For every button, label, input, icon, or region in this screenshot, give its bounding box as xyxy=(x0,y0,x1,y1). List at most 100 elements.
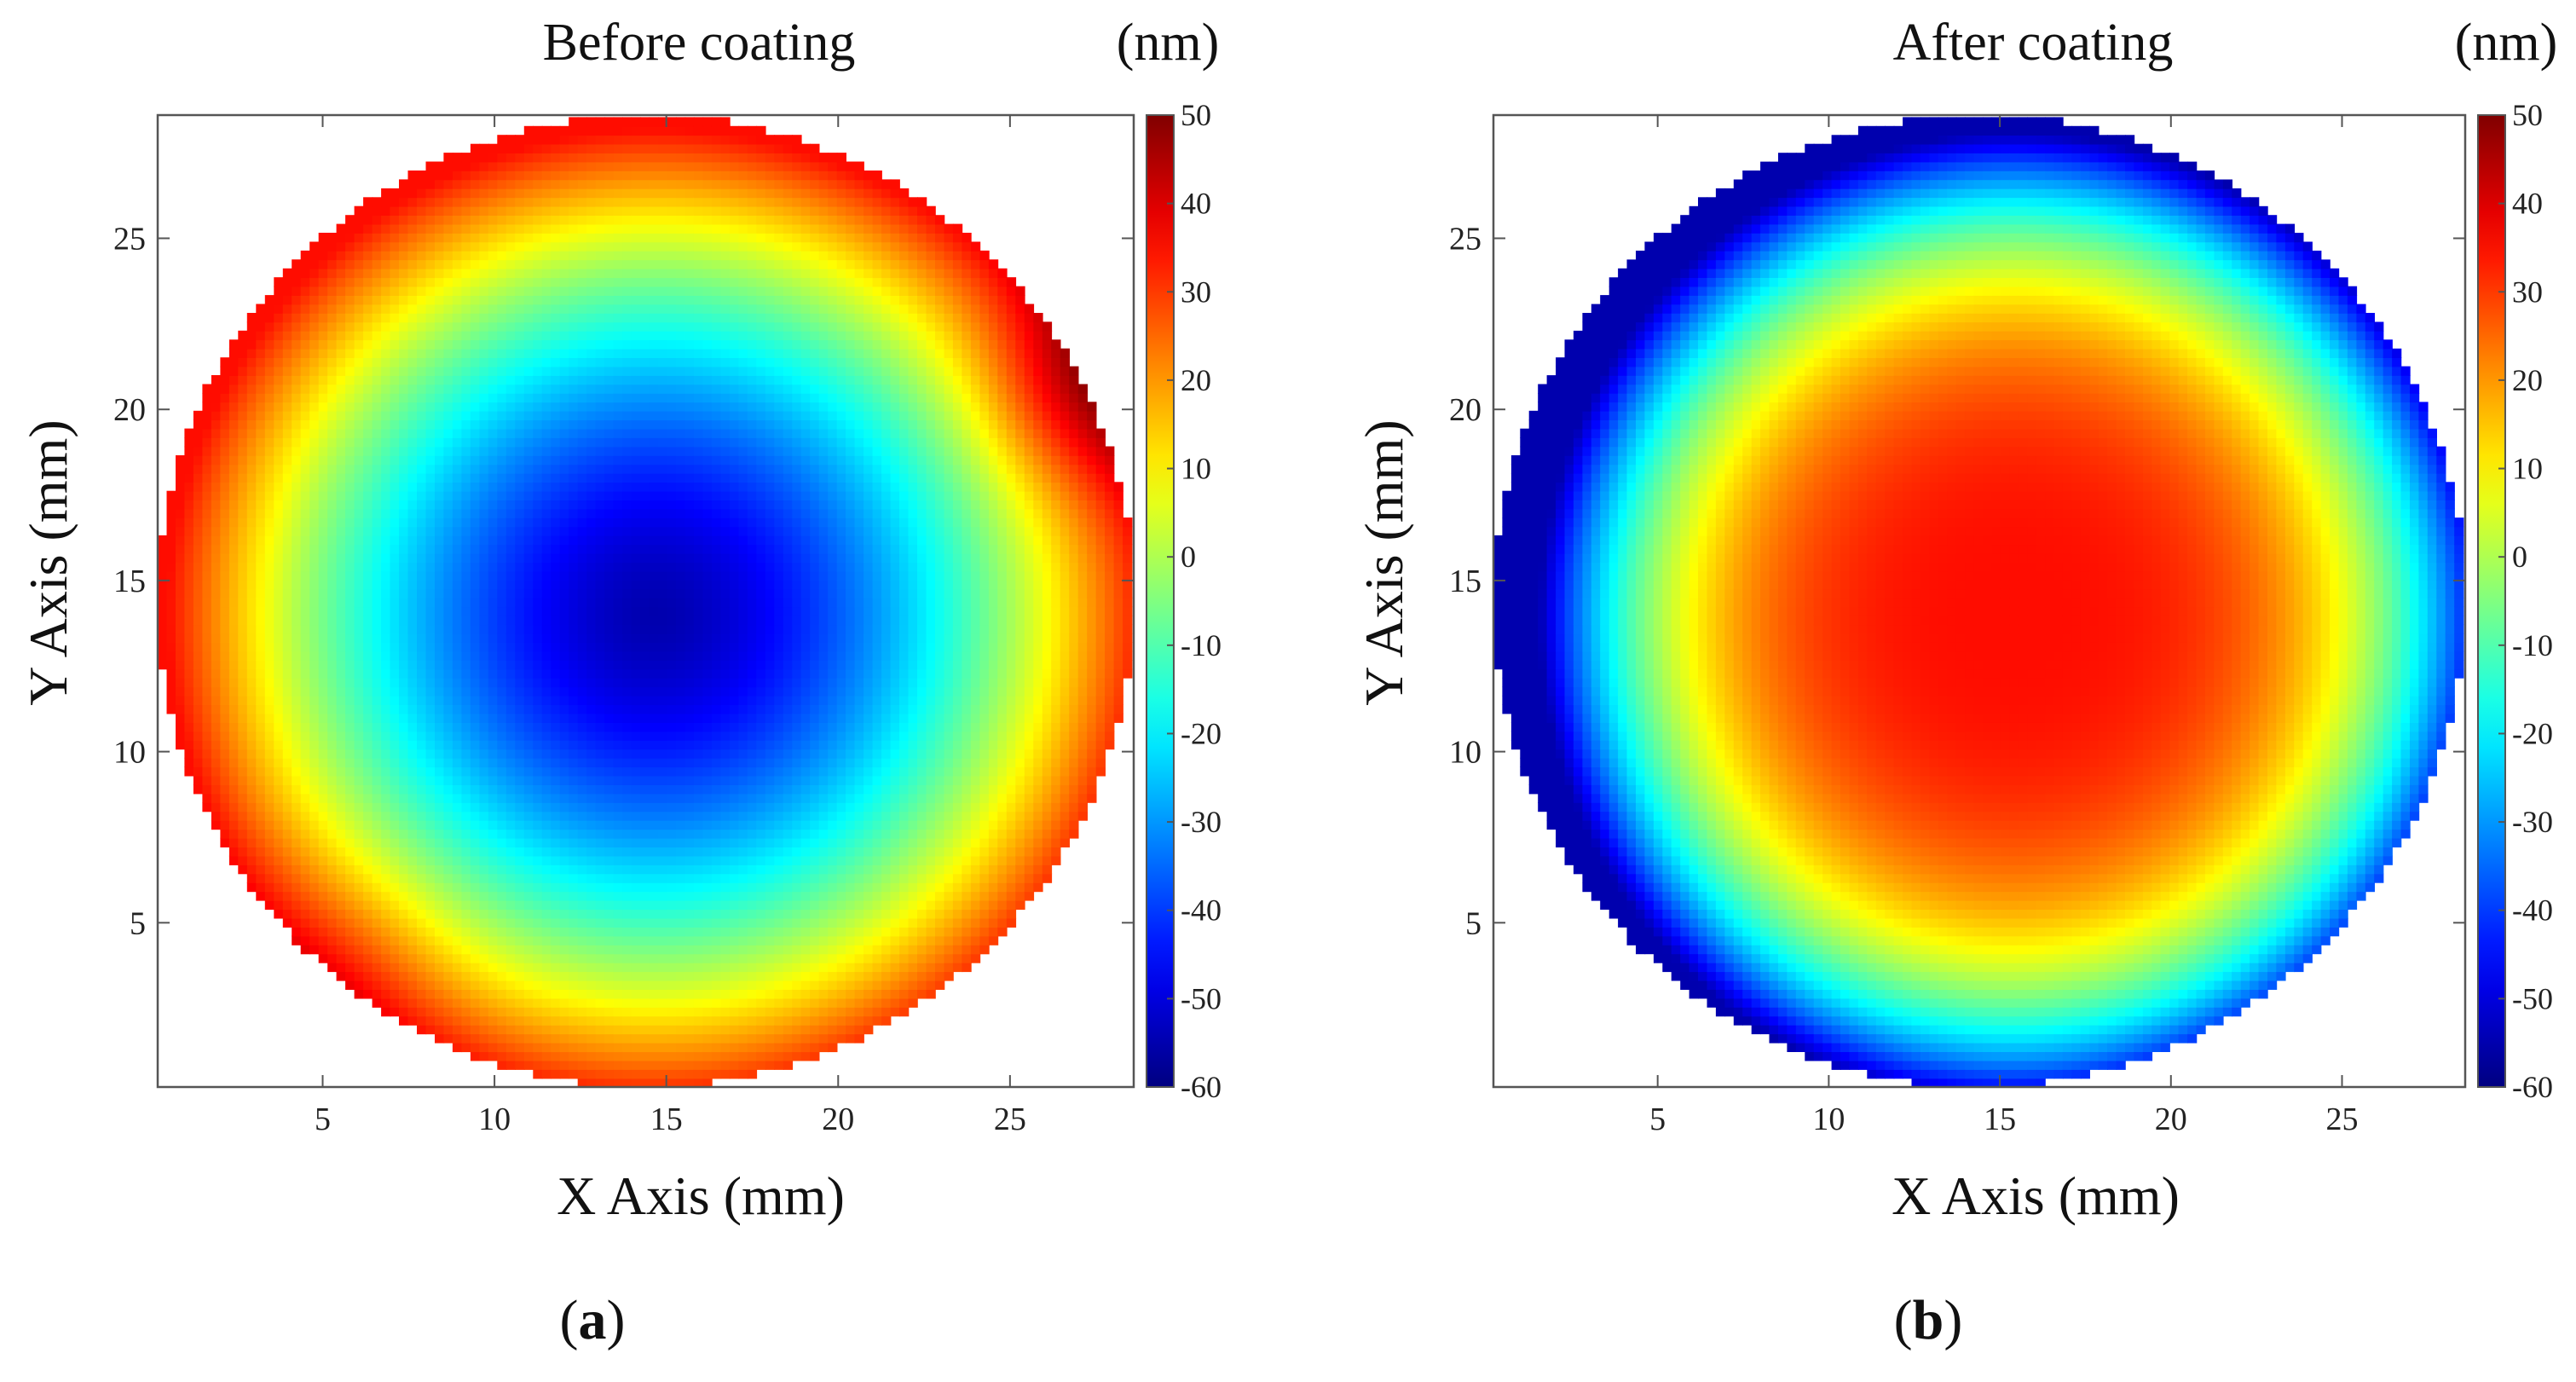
heatmap-cell xyxy=(292,357,301,367)
heatmap-cell xyxy=(301,402,310,411)
heatmap-cell xyxy=(399,233,408,242)
heatmap-cell xyxy=(301,936,310,945)
heatmap-cell xyxy=(283,589,292,598)
heatmap-cell xyxy=(381,419,390,429)
heatmap-cell xyxy=(256,794,265,803)
heatmap-cell xyxy=(373,882,382,892)
heatmap-cell xyxy=(363,259,373,269)
heatmap-cell xyxy=(319,696,328,705)
heatmap-cell xyxy=(337,553,346,563)
heatmap-cell xyxy=(292,464,301,473)
heatmap-cell xyxy=(274,571,283,581)
heatmap-cell xyxy=(345,295,355,304)
heatmap-cell xyxy=(309,651,319,661)
heatmap-cell xyxy=(399,321,408,331)
heatmap-cell xyxy=(283,286,292,296)
heatmap-cell xyxy=(283,544,292,553)
heatmap-cell xyxy=(309,455,319,465)
heatmap-cell xyxy=(345,927,355,936)
heatmap-cell xyxy=(417,339,426,349)
heatmap-cell xyxy=(309,482,319,491)
heatmap-cell xyxy=(265,811,274,820)
heatmap-cell xyxy=(390,794,400,803)
heatmap-cell xyxy=(381,740,390,749)
heatmap-cell xyxy=(283,891,292,900)
heatmap-cell xyxy=(408,224,418,234)
heatmap-cell xyxy=(363,393,373,402)
heatmap-cell xyxy=(373,197,382,206)
heatmap-cell xyxy=(274,668,283,678)
heatmap-cell xyxy=(345,464,355,473)
heatmap-cell xyxy=(309,616,319,625)
heatmap-cell xyxy=(319,927,328,936)
heatmap-cell xyxy=(158,553,167,563)
heatmap-cell xyxy=(247,437,257,447)
heatmap-cell xyxy=(220,784,229,794)
heatmap-cell xyxy=(337,794,346,803)
heatmap-cell xyxy=(229,714,239,723)
heatmap-cell xyxy=(337,642,346,651)
heatmap-cell xyxy=(283,331,292,340)
heatmap-cell xyxy=(408,437,418,447)
heatmap-cell xyxy=(211,419,221,429)
heatmap-cell xyxy=(256,606,265,616)
heatmap-cell xyxy=(337,419,346,429)
heatmap-cell xyxy=(292,758,301,767)
heatmap-cell xyxy=(373,251,382,260)
heatmap-cell xyxy=(184,766,193,776)
heatmap-cell xyxy=(381,215,390,224)
heatmap-cell xyxy=(399,678,408,687)
heatmap-cell xyxy=(319,385,328,394)
heatmap-cell xyxy=(283,385,292,394)
heatmap-cell xyxy=(373,856,382,865)
heatmap-cell xyxy=(381,714,390,723)
heatmap-cell xyxy=(381,224,390,234)
heatmap-cell xyxy=(363,464,373,473)
heatmap-cell xyxy=(363,562,373,571)
heatmap-cell xyxy=(355,562,364,571)
heatmap-cell xyxy=(309,927,319,936)
heatmap-cell xyxy=(327,242,337,252)
heatmap-cell xyxy=(327,544,337,553)
heatmap-cell xyxy=(390,304,400,314)
heatmap-cell xyxy=(345,393,355,402)
heatmap-cell xyxy=(265,642,274,651)
heatmap-cell xyxy=(417,829,426,838)
heatmap-cell xyxy=(363,518,373,527)
heatmap-cell xyxy=(265,313,274,322)
heatmap-cell xyxy=(256,571,265,581)
heatmap-cell xyxy=(390,188,400,198)
heatmap-cell xyxy=(247,393,257,402)
heatmap-cell xyxy=(184,473,193,483)
heatmap-cell xyxy=(274,776,283,785)
heatmap-cell xyxy=(426,784,436,794)
heatmap-cell xyxy=(247,339,257,349)
heatmap-cell xyxy=(337,766,346,776)
heatmap-cell xyxy=(309,509,319,518)
heatmap-cell xyxy=(319,589,328,598)
heatmap-cell xyxy=(283,864,292,874)
heatmap-cell xyxy=(381,553,390,563)
heatmap-cell xyxy=(202,758,211,767)
heatmap-cell xyxy=(373,526,382,535)
heatmap-cell xyxy=(417,269,426,278)
heatmap-cell xyxy=(220,686,229,696)
heatmap-cell xyxy=(265,731,274,741)
heatmap-cell xyxy=(345,891,355,900)
heatmap-cell xyxy=(327,668,337,678)
heatmap-cell xyxy=(238,473,247,483)
heatmap-cell xyxy=(355,544,364,553)
heatmap-cell xyxy=(158,535,167,545)
heatmap-cell xyxy=(363,945,373,954)
heatmap-cell xyxy=(292,749,301,758)
heatmap-cell xyxy=(238,749,247,758)
heatmap-cell xyxy=(247,455,257,465)
heatmap-cell xyxy=(426,1016,436,1026)
heatmap-cell xyxy=(390,891,400,900)
heatmap-cell xyxy=(417,1016,426,1026)
heatmap-cell xyxy=(184,580,193,589)
heatmap-cell xyxy=(417,526,426,535)
heatmap-cell xyxy=(345,304,355,314)
heatmap-cell xyxy=(274,419,283,429)
heatmap-cell xyxy=(337,864,346,874)
